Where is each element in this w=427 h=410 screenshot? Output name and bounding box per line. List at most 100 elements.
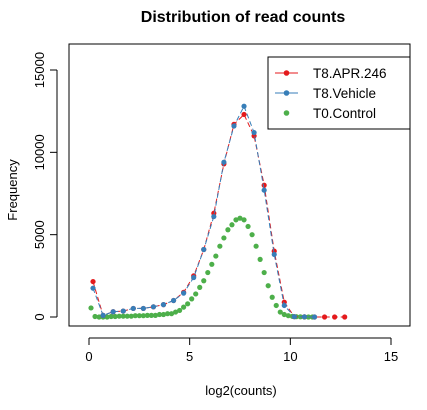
data-point: [213, 253, 219, 259]
data-point: [291, 314, 297, 320]
legend-item: T8.APR.246: [275, 66, 387, 81]
data-point: [205, 269, 211, 276]
data-point: [209, 261, 215, 267]
series-t8-vehicle: [90, 103, 318, 320]
data-point: [120, 308, 126, 314]
data-point: [201, 278, 207, 284]
data-point: [124, 313, 130, 319]
data-point: [197, 284, 203, 290]
data-point: [225, 227, 231, 233]
legend-label: T0.Control: [313, 106, 376, 121]
data-point: [156, 311, 163, 318]
legend: T8.APR.246 T8.Vehicle T0.Control: [267, 56, 411, 130]
data-point: [140, 305, 146, 312]
x-tick-label: 15: [384, 349, 398, 364]
data-point: [108, 313, 114, 320]
data-point: [261, 187, 267, 193]
y-axis-label: Frequency: [5, 159, 20, 221]
data-point: [90, 278, 96, 285]
data-point: [342, 314, 348, 320]
data-point: [110, 309, 116, 315]
series-line: [92, 113, 345, 318]
x-tick-label: 0: [85, 349, 92, 364]
data-point: [211, 213, 217, 220]
data-point: [152, 312, 159, 318]
legend-item: T8.Vehicle: [275, 86, 376, 101]
data-point: [332, 314, 338, 320]
data-point: [170, 297, 177, 304]
data-point: [144, 312, 150, 318]
data-point: [148, 312, 155, 318]
data-point: [311, 314, 318, 320]
data-point: [249, 232, 255, 238]
legend-point-swatch: [283, 70, 290, 76]
y-axis: 0 5000 10000 15000: [32, 52, 58, 321]
data-point: [281, 311, 287, 318]
data-point: [160, 311, 167, 318]
data-point: [221, 159, 227, 165]
data-point: [136, 313, 142, 319]
chart-title: Distribution of read counts: [141, 9, 346, 26]
x-tick-label: 5: [186, 349, 193, 364]
data-point: [257, 256, 263, 262]
data-point: [185, 301, 191, 307]
data-point: [233, 217, 239, 223]
data-point: [245, 223, 251, 230]
data-point: [273, 302, 279, 309]
data-point: [269, 294, 275, 300]
data-point: [181, 304, 187, 310]
data-point: [140, 313, 146, 319]
y-tick-label: 10000: [32, 134, 47, 170]
data-point: [189, 296, 195, 302]
data-point: [281, 302, 287, 309]
legend-label: T8.APR.246: [313, 66, 387, 81]
y-tick-label: 15000: [32, 52, 47, 88]
y-tick-label: 5000: [32, 220, 47, 249]
data-point: [261, 269, 267, 276]
data-point: [217, 243, 223, 249]
data-point: [104, 314, 110, 320]
series-t8-apr-246: [90, 111, 348, 320]
data-point: [112, 313, 118, 320]
data-point: [191, 274, 197, 281]
data-point: [177, 307, 183, 314]
data-point: [301, 314, 308, 320]
legend-item: T0.Control: [283, 106, 376, 121]
data-point: [231, 123, 237, 129]
x-axis-label: log2(counts): [205, 383, 277, 398]
data-point: [241, 103, 247, 109]
data-point: [92, 313, 98, 320]
data-point: [277, 309, 283, 315]
data-point: [251, 129, 257, 136]
data-point: [193, 291, 199, 297]
data-point: [130, 305, 136, 312]
data-point: [201, 246, 207, 253]
legend-point-swatch: [283, 110, 290, 116]
x-axis: 0 5 10 15: [85, 337, 398, 364]
series-layer: [88, 103, 348, 320]
data-point: [285, 313, 291, 319]
data-point: [241, 217, 247, 223]
data-point: [164, 311, 171, 317]
legend-point-swatch: [283, 90, 290, 96]
data-point: [160, 302, 167, 308]
data-point: [88, 305, 94, 311]
data-point: [229, 222, 235, 228]
plot-frame: [68, 43, 411, 327]
data-point: [96, 314, 102, 320]
data-point: [120, 313, 126, 319]
data-point: [132, 313, 138, 319]
legend-label: T8.Vehicle: [313, 86, 376, 101]
data-point: [168, 311, 175, 317]
data-point: [321, 314, 328, 320]
series-t0-control: [88, 215, 316, 320]
data-point: [237, 215, 243, 221]
data-point: [221, 235, 227, 241]
data-point: [116, 313, 122, 319]
data-point: [150, 304, 157, 310]
data-point: [100, 312, 106, 318]
data-point: [271, 251, 277, 258]
series-line: [92, 104, 315, 318]
data-point: [172, 309, 179, 315]
